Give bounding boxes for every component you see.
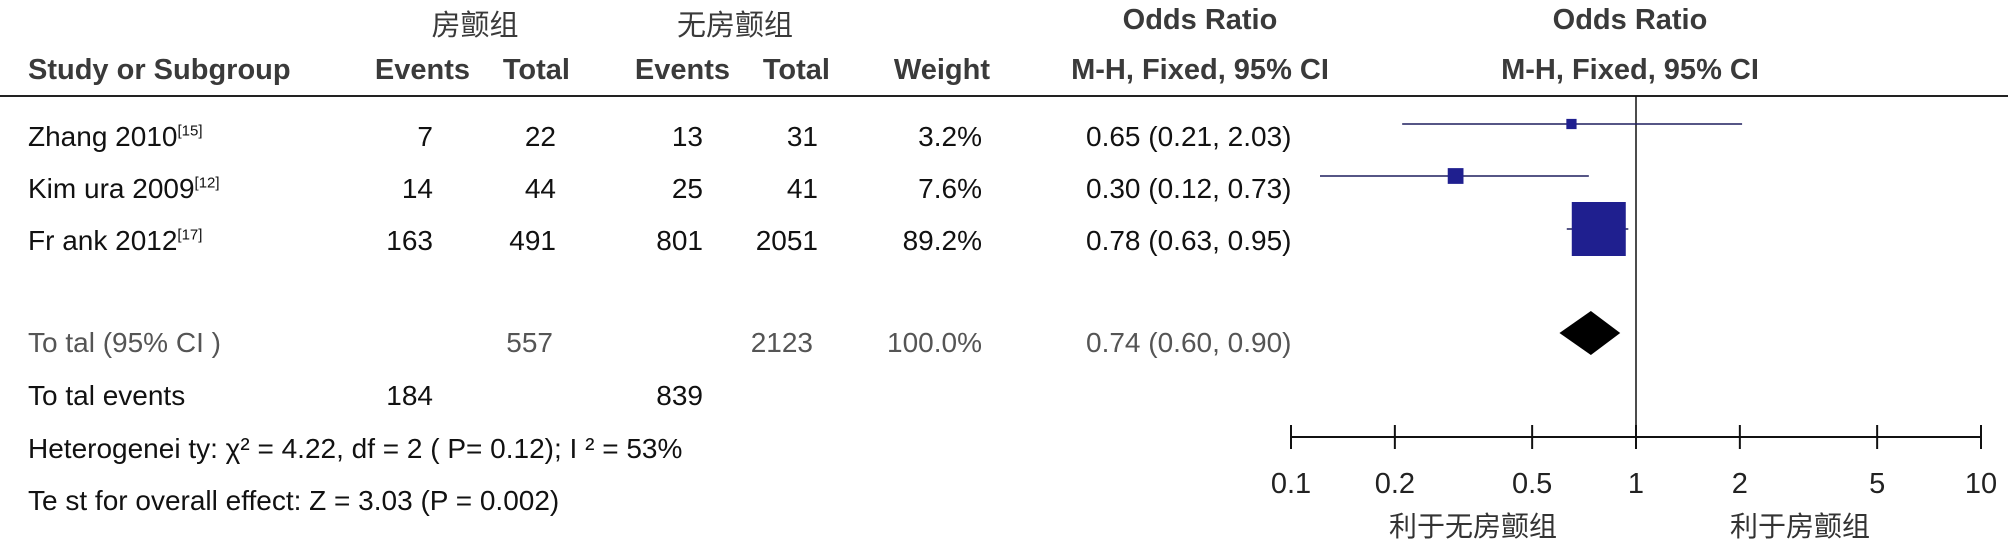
events1-header: Events bbox=[374, 54, 470, 86]
total2-cell: 2051 bbox=[755, 225, 818, 256]
ci-cell: 0.65 (0.21, 2.03) bbox=[1086, 121, 1292, 152]
weight-header: Weight bbox=[893, 54, 990, 86]
odds-ratio-plot-header: Odds Ratio bbox=[1552, 4, 1708, 36]
study-name: Zhang 2010[15] bbox=[28, 121, 203, 152]
study-reference: [12] bbox=[194, 174, 220, 192]
favours-right-label: 利于房颤组 bbox=[1730, 510, 1870, 539]
total1-sum: 557 bbox=[506, 327, 553, 358]
effect-square bbox=[1447, 168, 1464, 184]
total-ci: 0.74 (0.60, 0.90) bbox=[1086, 327, 1292, 358]
study-name: Kim ura 2009[12] bbox=[28, 173, 220, 204]
pooled-diamond bbox=[1559, 311, 1621, 355]
study-name: Fr ank 2012[17] bbox=[28, 225, 203, 256]
x-tick-label: 10 bbox=[1965, 468, 1997, 500]
heterogeneity-stats: Heterogenei ty: χ² = 4.22, df = 2 ( P= 0… bbox=[28, 433, 683, 464]
total1-cell: 44 bbox=[524, 173, 556, 204]
total2-header: Total bbox=[762, 54, 830, 86]
total-events2: 839 bbox=[656, 380, 703, 411]
events2-cell: 801 bbox=[656, 225, 703, 256]
total2-sum: 2123 bbox=[750, 327, 813, 358]
total-weight: 100.0% bbox=[887, 327, 982, 358]
total2-cell: 31 bbox=[786, 121, 818, 152]
events2-cell: 13 bbox=[671, 121, 703, 152]
effect-square bbox=[1571, 202, 1626, 256]
overall-effect-stats: Te st for overall effect: Z = 3.03 (P = … bbox=[28, 485, 560, 516]
weight-cell: 89.2% bbox=[902, 225, 982, 256]
x-tick-label: 5 bbox=[1869, 468, 1885, 500]
favours-left-label: 利于无房颤组 bbox=[1389, 510, 1557, 539]
events1-cell: 14 bbox=[401, 173, 433, 204]
total-events1: 184 bbox=[386, 380, 433, 411]
events2-cell: 25 bbox=[671, 173, 703, 204]
study-reference: [15] bbox=[177, 122, 203, 140]
total1-header: Total bbox=[502, 54, 570, 86]
x-tick-label: 2 bbox=[1732, 468, 1748, 500]
ci-cell: 0.30 (0.12, 0.73) bbox=[1086, 173, 1292, 204]
group2-header: 无房颤组 bbox=[676, 10, 793, 42]
total1-cell: 491 bbox=[509, 225, 556, 256]
x-tick-label: 1 bbox=[1628, 468, 1644, 500]
x-tick-label: 0.5 bbox=[1512, 468, 1552, 500]
effect-square bbox=[1566, 118, 1577, 130]
study-column-header: Study or Subgroup bbox=[28, 54, 291, 86]
x-tick-label: 0.2 bbox=[1375, 468, 1415, 500]
odds-ratio-header: Odds Ratio bbox=[1122, 4, 1278, 36]
events1-cell: 163 bbox=[386, 225, 433, 256]
total-label: To tal (95% CI ) bbox=[28, 327, 221, 358]
group1-header: 房颤组 bbox=[431, 10, 519, 42]
events2-header: Events bbox=[634, 54, 730, 86]
method-plot-header: M-H, Fixed, 95% CI bbox=[1501, 54, 1759, 86]
study-reference: [17] bbox=[177, 226, 203, 244]
total-events-label: To tal events bbox=[28, 380, 186, 411]
total1-cell: 22 bbox=[524, 121, 556, 152]
weight-cell: 7.6% bbox=[918, 173, 982, 204]
weight-cell: 3.2% bbox=[918, 121, 982, 152]
x-tick-label: 0.1 bbox=[1271, 468, 1311, 500]
method-header: M-H, Fixed, 95% CI bbox=[1071, 54, 1329, 86]
total2-cell: 41 bbox=[786, 173, 818, 204]
events1-cell: 7 bbox=[417, 121, 433, 152]
ci-cell: 0.78 (0.63, 0.95) bbox=[1086, 225, 1292, 256]
